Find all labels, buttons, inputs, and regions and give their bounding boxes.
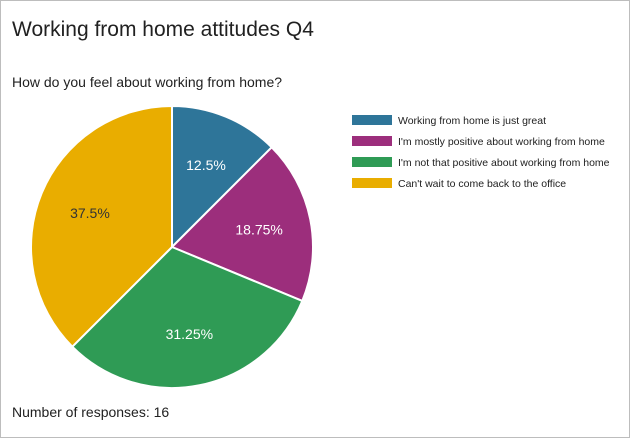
- legend-swatch-working-from-home-is-just-great: [352, 115, 392, 125]
- pie-slice-working-from-home-is-just-great[interactable]: [171, 105, 273, 248]
- legend-swatch-i-m-not-that-positive-about-working-from-home: [352, 157, 392, 167]
- pie-slice-i-m-not-that-positive-about-working-from-home[interactable]: [71, 246, 304, 389]
- chart-title: Working from home attitudes Q4: [12, 18, 314, 41]
- pie-slice-can-t-wait-to-come-back-to-the-office[interactable]: [30, 105, 173, 348]
- response-count: Number of responses: 16: [12, 404, 170, 420]
- slice-label-i-m-mostly-positive-about-working-from-home: 18.75%: [235, 222, 282, 238]
- slice-label-working-from-home-is-just-great: 12.5%: [186, 157, 226, 173]
- legend-swatch-i-m-mostly-positive-about-working-from-home: [352, 136, 392, 146]
- question-text: How do you feel about working from home?: [12, 74, 283, 90]
- pie-slice-i-m-mostly-positive-about-working-from-home[interactable]: [171, 146, 314, 302]
- slice-label-can-t-wait-to-come-back-to-the-office: 37.5%: [70, 205, 110, 221]
- slice-label-i-m-not-that-positive-about-working-from-home: 31.25%: [166, 326, 213, 342]
- legend-label-working-from-home-is-just-great: Working from home is just great: [398, 115, 546, 127]
- legend-swatch-can-t-wait-to-come-back-to-the-office: [352, 178, 392, 188]
- legend-label-i-m-not-that-positive-about-working-from-home: I'm not that positive about working from…: [398, 157, 610, 169]
- legend-label-can-t-wait-to-come-back-to-the-office: Can't wait to come back to the office: [398, 178, 566, 190]
- legend-label-i-m-mostly-positive-about-working-from-home: I'm mostly positive about working from h…: [398, 136, 605, 148]
